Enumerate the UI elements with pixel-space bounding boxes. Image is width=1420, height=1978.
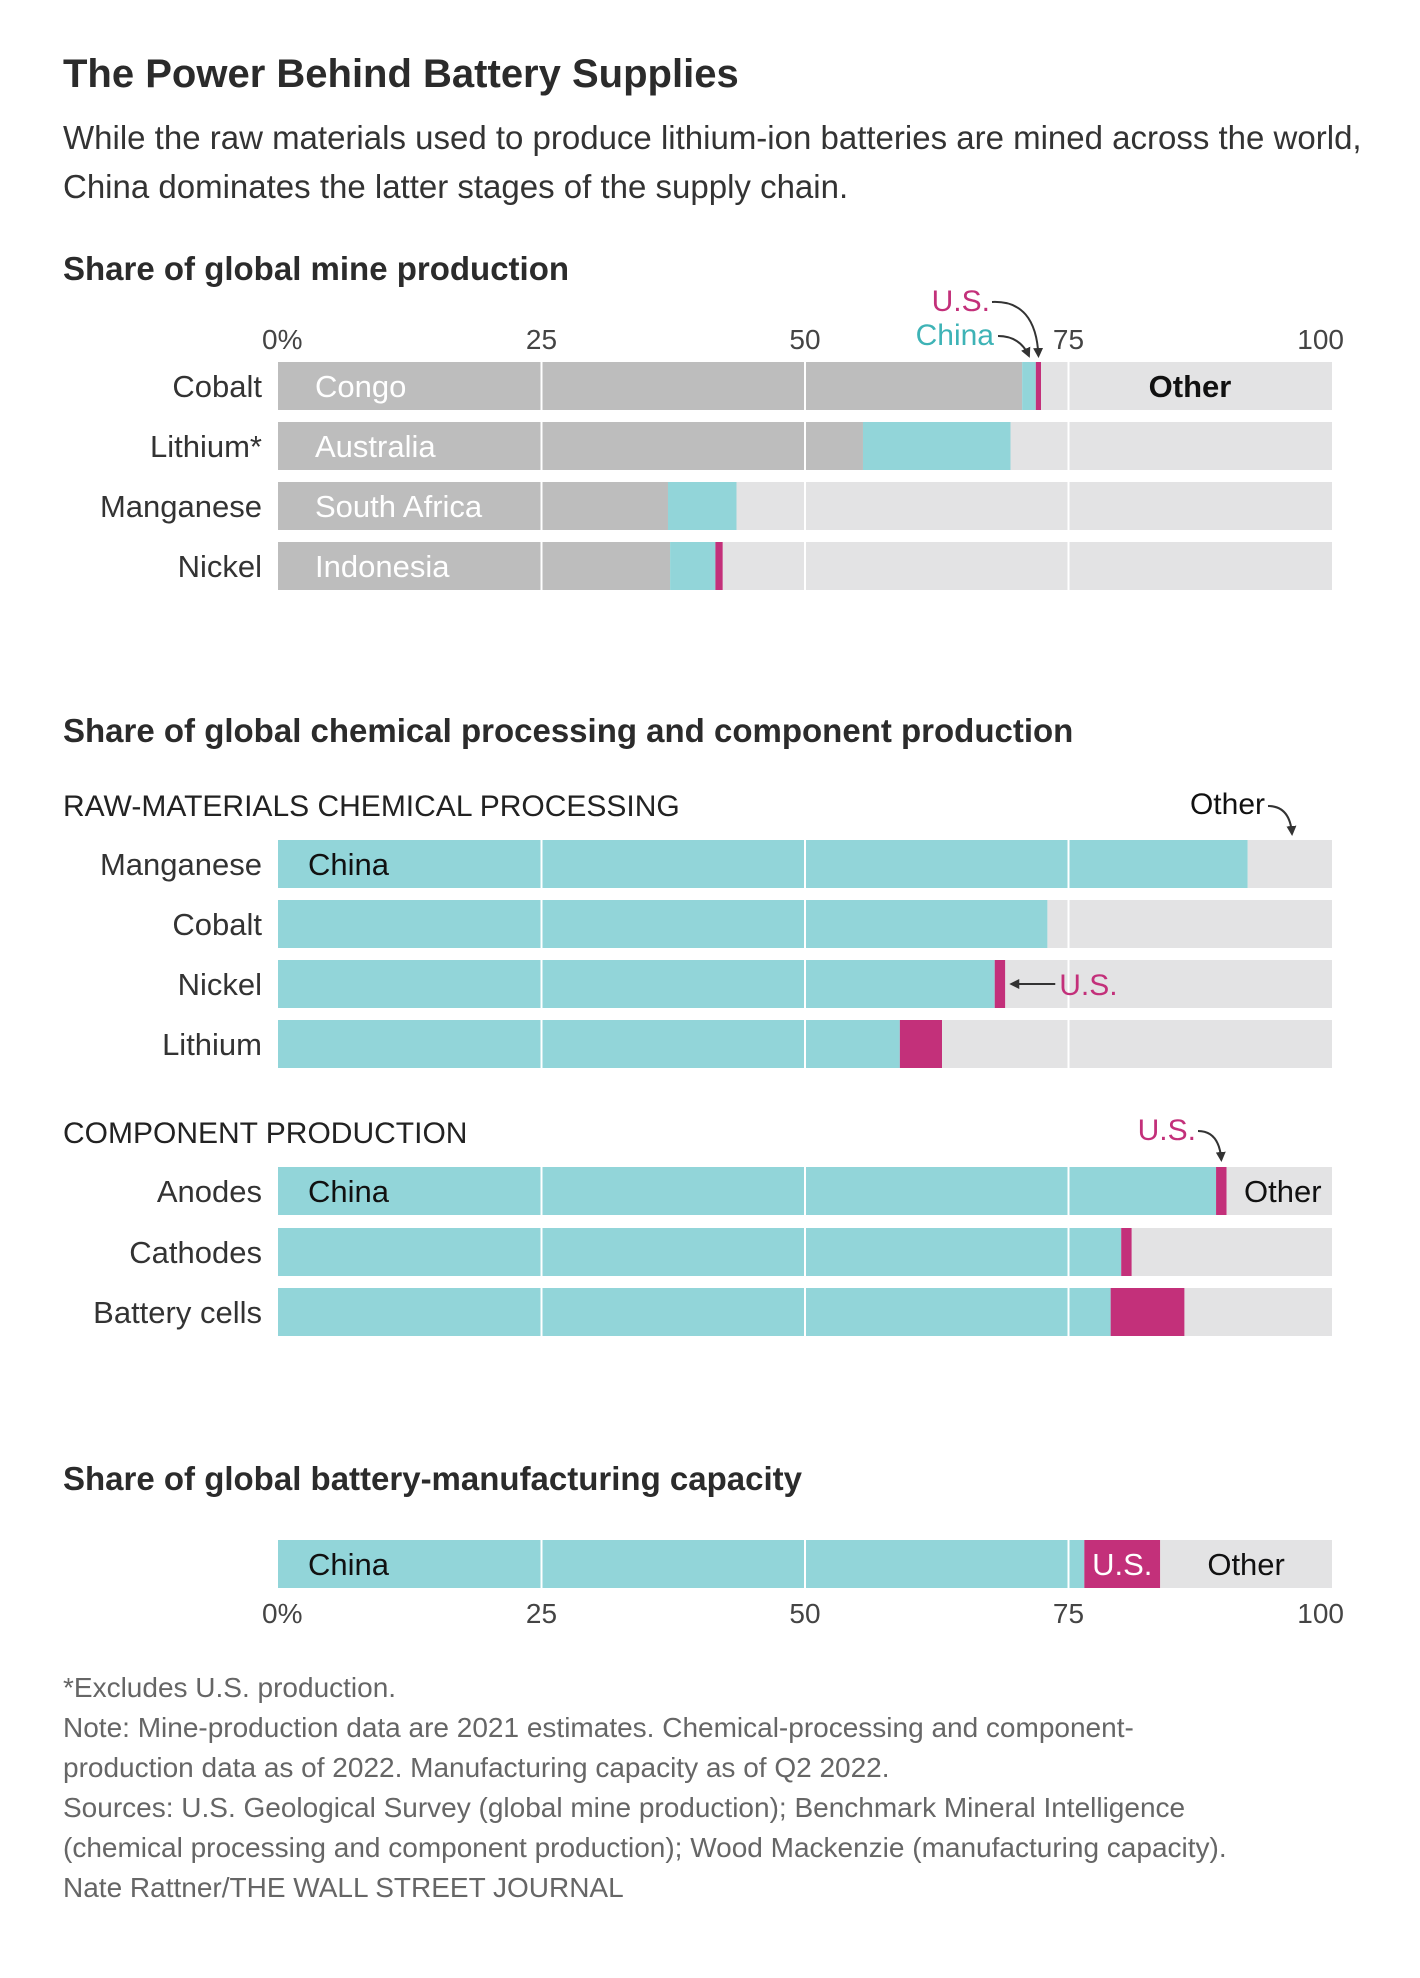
section-title-mine-production: Share of global mine production	[63, 250, 569, 287]
row-label: Anodes	[157, 1174, 262, 1209]
bar-segment-other	[1010, 422, 1332, 470]
bar-segment-other	[722, 542, 1332, 590]
us-annotation-label: U.S.	[932, 285, 990, 318]
bar-segment-china	[1022, 362, 1036, 410]
group-label-raw-materials: RAW-MATERIALS CHEMICAL PROCESSING	[63, 790, 680, 823]
axis-tick-label: 75	[1053, 1598, 1084, 1629]
footnote-line: Sources: U.S. Geological Survey (global …	[63, 1792, 1186, 1823]
bar-segment-china	[278, 900, 1048, 948]
bar-segment-top-producer	[278, 482, 668, 530]
bar-segment-china	[278, 840, 1248, 888]
footnote-line: *Excludes U.S. production.	[63, 1672, 397, 1703]
country-label: Congo	[315, 369, 406, 404]
other-label: Other	[1207, 1547, 1285, 1582]
bar-segment-other	[1047, 900, 1332, 948]
bar-segment-us	[1035, 362, 1042, 410]
row-label: Lithium*	[150, 429, 262, 464]
bar-segment-other	[1184, 1288, 1332, 1336]
bar-segment-china	[278, 1020, 900, 1068]
bar-segment-china	[278, 1228, 1122, 1276]
other-annotation-label: Other	[1190, 788, 1265, 821]
china-label: China	[308, 1547, 390, 1582]
bar-segment-top-producer	[278, 542, 671, 590]
china-label: China	[308, 847, 390, 882]
bar-segment-top-producer	[278, 362, 1023, 410]
section-title-manufacturing-capacity: Share of global battery-manufacturing ca…	[63, 1460, 803, 1497]
bar-segment-china	[667, 482, 737, 530]
chart-subtitle: While the raw materials used to produce …	[63, 119, 1362, 205]
bar-segment-china	[862, 422, 1011, 470]
axis-tick-label: 0%	[262, 1598, 302, 1629]
row-label: Cathodes	[129, 1235, 262, 1270]
china-label: China	[308, 1174, 390, 1209]
axis-tick-label: 50	[789, 324, 820, 355]
bar-segment-us	[1084, 1540, 1161, 1588]
axis-tick-label: 25	[526, 324, 557, 355]
bar-segment-china	[278, 1167, 1217, 1215]
axis-tick-label: 0%	[262, 324, 302, 355]
bar-segment-us	[1216, 1167, 1227, 1215]
other-annotation-arrow	[1267, 805, 1297, 836]
footnotes: *Excludes U.S. production. Note: Mine-pr…	[63, 1668, 1383, 1908]
bar-segment-us	[715, 542, 723, 590]
footnote-line: Note: Mine-production data are 2021 esti…	[63, 1712, 1134, 1743]
bar-segment-us	[1121, 1228, 1132, 1276]
section-title-processing: Share of global chemical processing and …	[63, 712, 1073, 749]
other-label: Other	[1244, 1174, 1322, 1209]
bar-segment-other	[1005, 960, 1332, 1008]
bar-segment-other	[1041, 362, 1332, 410]
bar-segment-us	[1110, 1288, 1185, 1336]
group-label-component-production: COMPONENT PRODUCTION	[63, 1117, 467, 1150]
bar-segment-other	[1247, 840, 1332, 888]
us-annotation-arrow	[991, 300, 1044, 358]
china-annotation-arrow	[997, 335, 1031, 358]
bar-segment-us	[899, 1020, 943, 1068]
row-label: Nickel	[178, 967, 262, 1002]
bar-segment-other	[942, 1020, 1332, 1068]
bar-segment-other	[1160, 1540, 1332, 1588]
bar-segment-other	[1131, 1228, 1332, 1276]
axis-tick-label: 75	[1053, 324, 1084, 355]
row-label: Battery cells	[93, 1295, 262, 1330]
bar-segment-other	[736, 482, 1332, 530]
country-label: Indonesia	[315, 549, 450, 584]
row-label: Manganese	[100, 489, 262, 524]
bar-segment-china	[278, 1288, 1111, 1336]
bar-segment-other	[1226, 1167, 1332, 1215]
axis-tick-label: 25	[526, 1598, 557, 1629]
us-label: U.S.	[1092, 1547, 1152, 1582]
other-label: Other	[1149, 369, 1232, 404]
us-annotation-label: U.S.	[1059, 969, 1117, 1002]
bar-segment-us	[994, 960, 1006, 1008]
axis-tick-label: 50	[789, 1598, 820, 1629]
chart-title: The Power Behind Battery Supplies	[63, 52, 739, 96]
us-annotation-arrow	[1197, 1130, 1226, 1162]
row-label: Cobalt	[172, 907, 262, 942]
country-label: South Africa	[315, 489, 483, 524]
bar-segment-top-producer	[278, 422, 863, 470]
footnote-line: (chemical processing and component produ…	[63, 1832, 1227, 1863]
country-label: Australia	[315, 429, 436, 464]
row-label: Nickel	[178, 549, 262, 584]
axis-tick-label: 100	[1297, 1598, 1344, 1629]
footnote-line: production data as of 2022. Manufacturin…	[63, 1752, 890, 1783]
bar-segment-china	[278, 960, 995, 1008]
row-label: Cobalt	[172, 369, 262, 404]
row-label: Manganese	[100, 847, 262, 882]
us-annotation-label: U.S.	[1138, 1114, 1196, 1147]
footnote-line: Nate Rattner/THE WALL STREET JOURNAL	[63, 1872, 624, 1903]
china-annotation-label: China	[916, 319, 995, 352]
bar-segment-china	[278, 1540, 1085, 1588]
bar-segment-china	[670, 542, 716, 590]
row-label: Lithium	[162, 1027, 262, 1062]
axis-tick-label: 100	[1297, 324, 1344, 355]
